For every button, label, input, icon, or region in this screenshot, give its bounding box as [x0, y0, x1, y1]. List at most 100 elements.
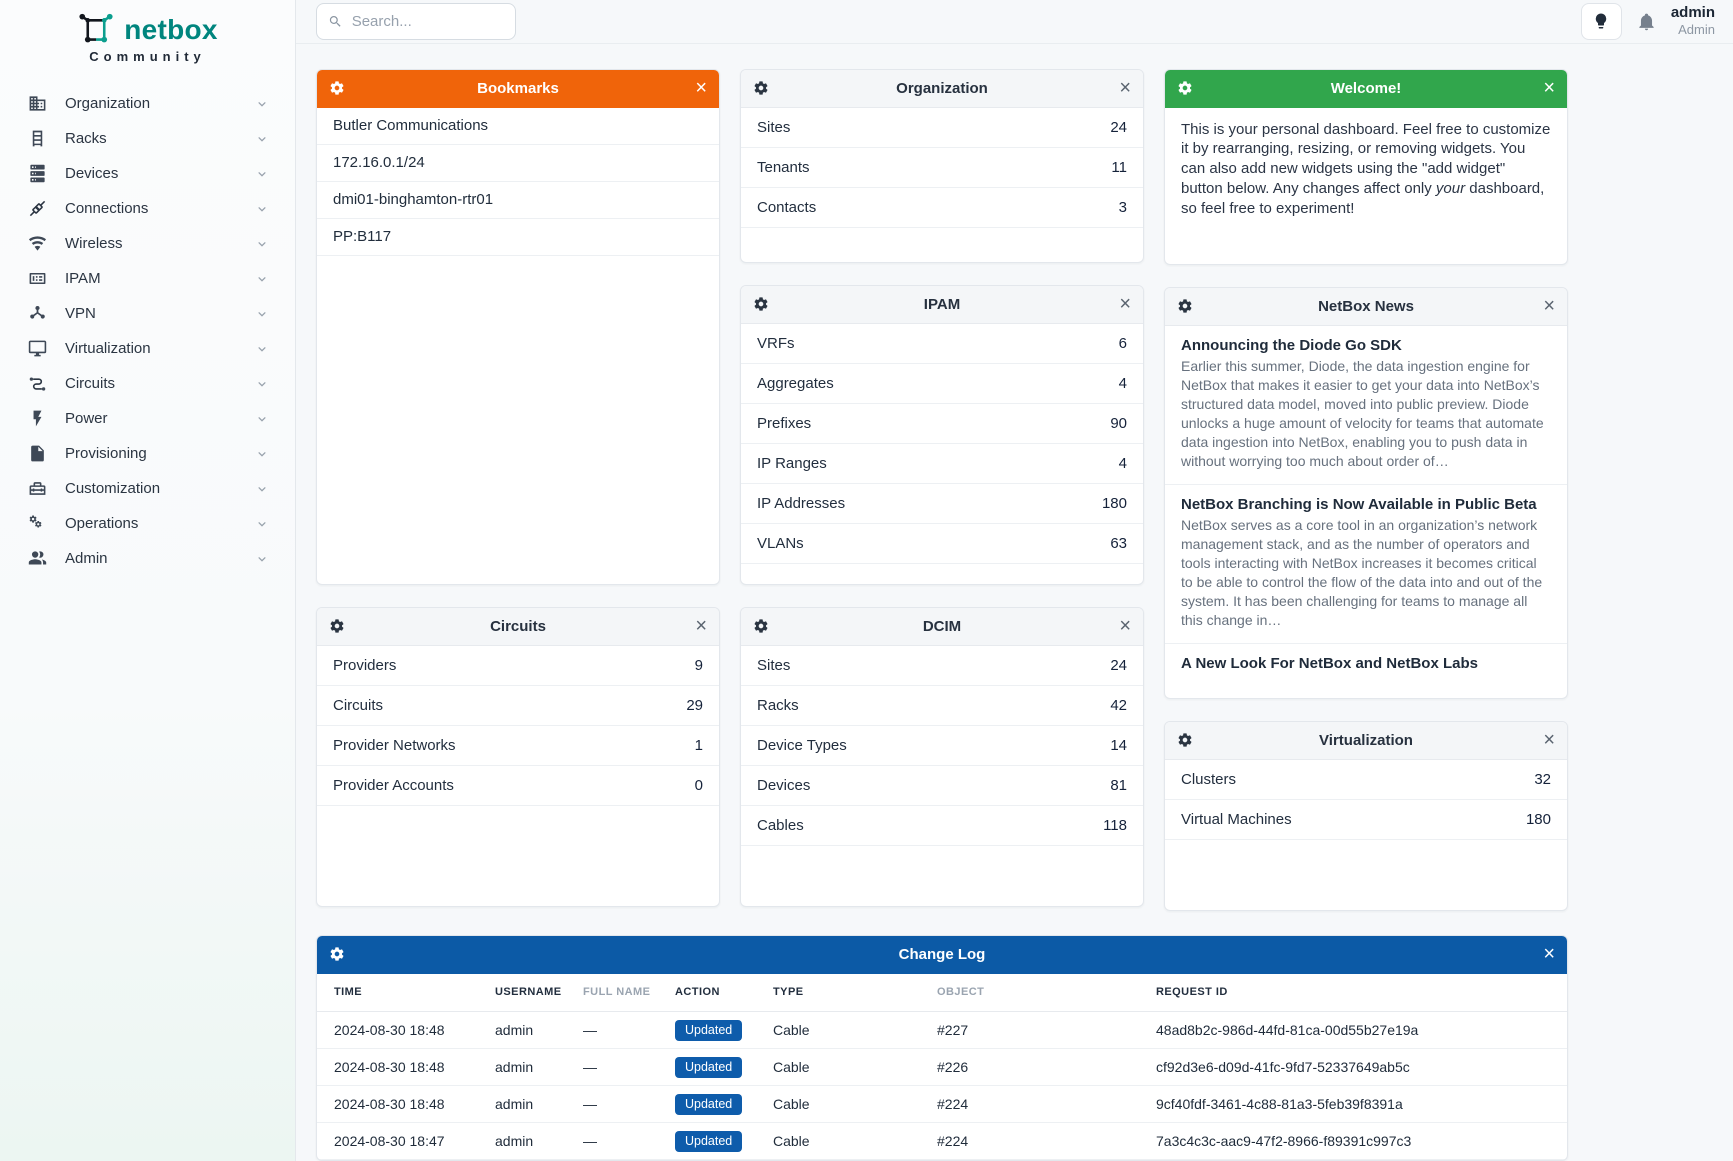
stat-row[interactable]: Racks 42 [741, 686, 1143, 726]
sidebar-item-ipam[interactable]: IPAM [16, 261, 279, 296]
sidebar-item-connections[interactable]: Connections [16, 191, 279, 226]
stat-row[interactable]: Sites 24 [741, 646, 1143, 686]
stat-label: IP Ranges [757, 454, 827, 472]
changelog-request-id-link[interactable]: cf92d3e6-d09d-41fc-9fd7-52337649ab5c [1148, 1048, 1567, 1086]
news-item-title[interactable]: NetBox Branching is Now Available in Pub… [1181, 495, 1537, 513]
changelog-object-link[interactable]: #226 [929, 1048, 1148, 1086]
changelog-full-name: — [575, 1011, 667, 1049]
notifications-button[interactable] [1637, 12, 1656, 31]
stat-row[interactable]: Aggregates 4 [741, 364, 1143, 404]
bookmark-link[interactable]: 172.16.0.1/24 [317, 145, 719, 182]
stat-row[interactable]: VRFs 6 [741, 324, 1143, 364]
widget-close-button[interactable]: × [1543, 944, 1555, 964]
changelog-table: Time Username Full Name Action Type Obje… [317, 973, 1567, 1160]
stat-row[interactable]: Cables 118 [741, 806, 1143, 846]
stat-row[interactable]: Circuits 29 [317, 686, 719, 726]
widget-config-button[interactable] [329, 80, 345, 96]
changelog-time-link[interactable]: 2024-08-30 18:48 [317, 1048, 487, 1086]
welcome-widget-header: Welcome! × [1165, 69, 1567, 108]
stat-row[interactable]: Clusters 32 [1165, 760, 1567, 800]
changelog-time-link[interactable]: 2024-08-30 18:48 [317, 1011, 487, 1049]
sidebar-item-organization[interactable]: Organization [16, 86, 279, 121]
widget-close-button[interactable]: × [1543, 78, 1555, 98]
widget-config-button[interactable] [753, 80, 769, 96]
stat-row[interactable]: Provider Networks 1 [317, 726, 719, 766]
widget-close-button[interactable]: × [695, 616, 707, 636]
status-badge: Updated [675, 1093, 743, 1115]
changelog-username: admin [487, 1085, 575, 1123]
stat-row[interactable]: Virtual Machines 180 [1165, 800, 1567, 840]
sidebar-item-circuits[interactable]: Circuits [16, 366, 279, 401]
dcim-widget-header: DCIM × [741, 607, 1143, 646]
widget-config-button[interactable] [1177, 298, 1193, 314]
widget-config-button[interactable] [753, 296, 769, 312]
sidebar-item-virtualization[interactable]: Virtualization [16, 331, 279, 366]
news-item-title[interactable]: Announcing the Diode Go SDK [1181, 336, 1402, 354]
sidebar-item-provisioning[interactable]: Provisioning [16, 436, 279, 471]
document-icon [28, 444, 47, 463]
changelog-request-id-link[interactable]: 48ad8b2c-986d-44fd-81ca-00d55b27e19a [1148, 1011, 1567, 1049]
sidebar-nav: Organization Racks Devices Connections W… [0, 86, 295, 576]
sidebar-item-customization[interactable]: Customization [16, 471, 279, 506]
widget-config-button[interactable] [1177, 732, 1193, 748]
stat-row[interactable]: Device Types 14 [741, 726, 1143, 766]
news-item-title[interactable]: A New Look For NetBox and NetBox Labs [1181, 654, 1478, 672]
changelog-object-link[interactable]: #224 [929, 1085, 1148, 1123]
widget-close-button[interactable]: × [1119, 616, 1131, 636]
stat-label: Sites [757, 656, 791, 674]
bookmark-link[interactable]: PP:B117 [317, 219, 719, 256]
bookmark-link[interactable]: dmi01-binghamton-rtr01 [317, 182, 719, 219]
widget-title: Welcome! [1330, 79, 1402, 97]
widget-config-button[interactable] [329, 946, 345, 962]
sidebar-item-wireless[interactable]: Wireless [16, 226, 279, 261]
stat-label: Provider Accounts [333, 776, 454, 794]
stat-row[interactable]: IP Ranges 4 [741, 444, 1143, 484]
widget-close-button[interactable]: × [1119, 294, 1131, 314]
user-menu[interactable]: admin Admin [1671, 4, 1715, 38]
changelog-time-link[interactable]: 2024-08-30 18:48 [317, 1085, 487, 1123]
changelog-time-link[interactable]: 2024-08-30 18:47 [317, 1122, 487, 1160]
stat-row[interactable]: Sites 24 [741, 108, 1143, 148]
sidebar-item-admin[interactable]: Admin [16, 541, 279, 576]
search-input[interactable] [351, 12, 504, 30]
sidebar-item-vpn[interactable]: VPN [16, 296, 279, 331]
graph-icon [28, 304, 47, 323]
bookmark-link[interactable]: Butler Communications [317, 108, 719, 145]
stat-row[interactable]: Devices 81 [741, 766, 1143, 806]
stat-row[interactable]: Provider Accounts 0 [317, 766, 719, 806]
theme-toggle-button[interactable] [1580, 2, 1622, 40]
sidebar-item-label: Admin [65, 550, 108, 567]
sidebar-item-operations[interactable]: Operations [16, 506, 279, 541]
changelog-object-link[interactable]: #227 [929, 1011, 1148, 1049]
chevron-down-icon [255, 97, 269, 111]
widget-config-button[interactable] [329, 618, 345, 634]
sidebar-item-devices[interactable]: Devices [16, 156, 279, 191]
ipam-widget: IPAM × VRFs 6 Aggregates 4 Prefixes 90 IP Rang… [740, 284, 1144, 585]
widget-close-button[interactable]: × [1543, 296, 1555, 316]
stat-value: 90 [1110, 414, 1127, 432]
widget-close-button[interactable]: × [1119, 78, 1131, 98]
widget-close-button[interactable]: × [695, 78, 707, 98]
stat-row[interactable]: Providers 9 [317, 646, 719, 686]
widget-config-button[interactable] [753, 618, 769, 634]
table-row: 2024-08-30 18:47 admin — Updated Cable #… [317, 1122, 1567, 1160]
news-widget: NetBox News × Announcing the Diode Go SD… [1164, 286, 1568, 699]
stat-row[interactable]: IP Addresses 180 [741, 484, 1143, 524]
stat-row[interactable]: VLANs 63 [741, 524, 1143, 564]
stat-row[interactable]: Prefixes 90 [741, 404, 1143, 444]
chevron-down-icon [255, 202, 269, 216]
changelog-request-id-link[interactable]: 7a3c4c3c-aac9-47f2-8966-f89391c997c3 [1148, 1122, 1567, 1160]
stat-value: 63 [1110, 534, 1127, 552]
bookmarks-widget: Bookmarks × Butler Communications 172.16.… [316, 68, 720, 585]
widget-config-button[interactable] [1177, 80, 1193, 96]
changelog-request-id-link[interactable]: 9cf40fdf-3461-4c88-81a3-5feb39f8391a [1148, 1085, 1567, 1123]
stat-value: 81 [1110, 776, 1127, 794]
column-header-object: Object [929, 973, 1148, 1012]
sidebar-item-power[interactable]: Power [16, 401, 279, 436]
widget-close-button[interactable]: × [1543, 730, 1555, 750]
brand-subtitle: Community [89, 49, 206, 64]
stat-row[interactable]: Contacts 3 [741, 188, 1143, 228]
changelog-object-link[interactable]: #224 [929, 1122, 1148, 1160]
sidebar-item-racks[interactable]: Racks [16, 121, 279, 156]
stat-row[interactable]: Tenants 11 [741, 148, 1143, 188]
